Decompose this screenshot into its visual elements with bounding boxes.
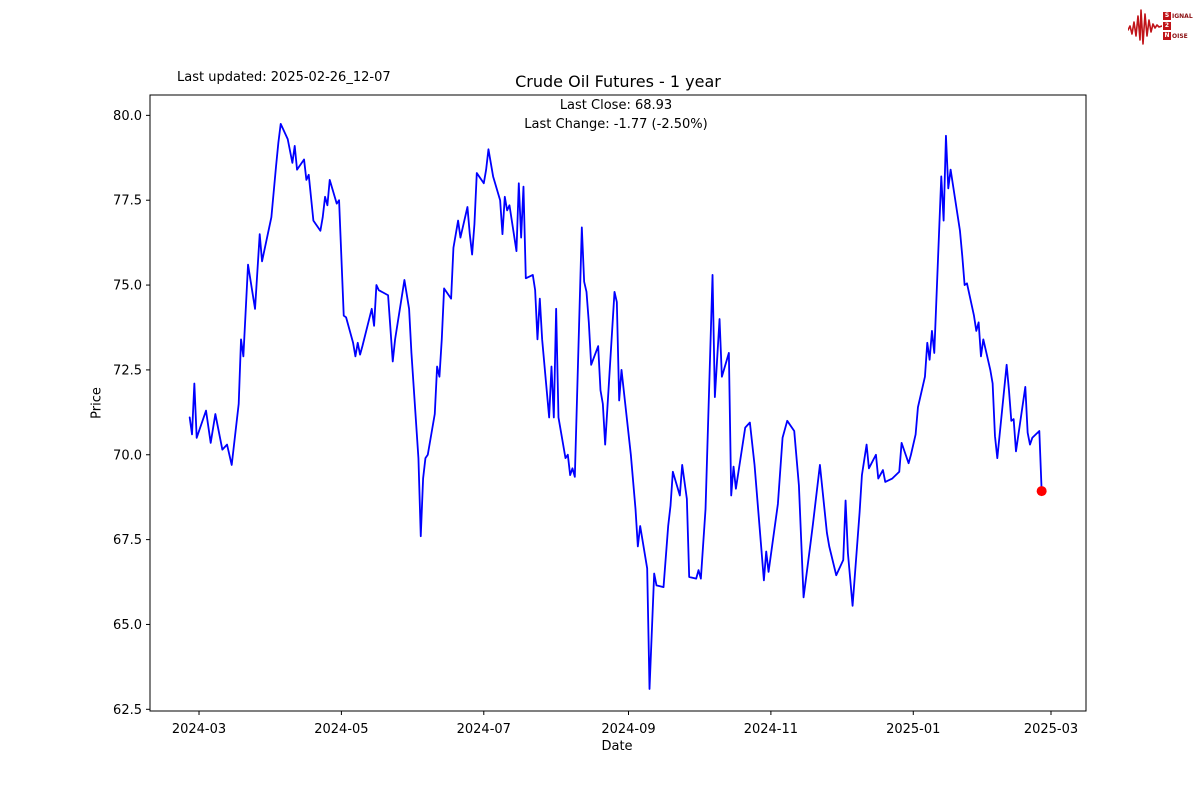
- x-tick-label: 2024-05: [314, 722, 368, 737]
- logo-text-ignal: IGNAL: [1172, 12, 1193, 20]
- logo-letter-box-2: 2: [1163, 22, 1171, 30]
- y-tick-label: 67.5: [113, 533, 142, 548]
- logo-row-noise: N OISE: [1163, 32, 1193, 41]
- x-tick-label: 2024-07: [457, 722, 511, 737]
- x-tick-label: 2025-03: [1024, 722, 1078, 737]
- logo-row-2: 2: [1163, 22, 1193, 31]
- x-tick-label: 2024-09: [601, 722, 655, 737]
- signal2noise-logo: S IGNAL 2 N OISE: [1128, 4, 1193, 48]
- y-tick-label: 80.0: [113, 109, 142, 124]
- x-tick-label: 2024-03: [172, 722, 226, 737]
- axes-frame: [149, 94, 1087, 712]
- y-tick-label: 70.0: [113, 448, 142, 463]
- last-price-marker: [1036, 486, 1047, 497]
- logo-letter-box-s: S: [1163, 12, 1171, 20]
- last-change-text: Last Change: -1.77 (-2.50%): [524, 117, 708, 132]
- y-tick-label: 75.0: [113, 279, 142, 294]
- last-close-text: Last Close: 68.93: [559, 98, 673, 113]
- y-tick-label: 72.5: [113, 363, 142, 378]
- x-tick-label: 2024-11: [744, 722, 798, 737]
- logo-text-oise: OISE: [1172, 32, 1188, 40]
- x-axis-label: Date: [601, 739, 633, 754]
- logo-row-signal: S IGNAL: [1163, 12, 1193, 21]
- logo-letter-box-n: N: [1163, 32, 1171, 40]
- y-tick-label: 65.0: [113, 618, 142, 633]
- chart-subtitle: Last Close: 68.93 Last Change: -1.77 (-2…: [524, 96, 707, 134]
- pulse-waveform-icon: [1128, 9, 1162, 45]
- chart-title: Crude Oil Futures - 1 year: [515, 72, 721, 91]
- x-tick-label: 2025-01: [886, 722, 940, 737]
- logo-text: S IGNAL 2 N OISE: [1163, 12, 1193, 41]
- y-tick-label: 77.5: [113, 194, 142, 209]
- last-updated-text: Last updated: 2025-02-26_12-07: [177, 70, 391, 85]
- y-tick-label: 62.5: [113, 703, 142, 718]
- price-line: [188, 122, 1043, 690]
